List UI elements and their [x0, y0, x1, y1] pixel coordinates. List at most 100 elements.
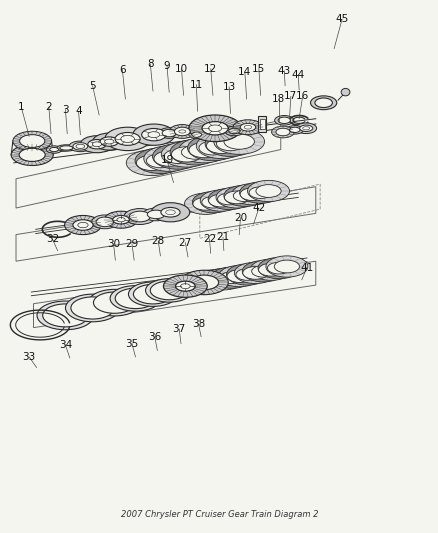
Text: 12: 12 [204, 64, 217, 74]
Ellipse shape [289, 127, 299, 133]
Ellipse shape [133, 285, 172, 304]
Ellipse shape [240, 188, 265, 200]
Ellipse shape [113, 215, 129, 224]
Ellipse shape [189, 275, 218, 290]
Text: 45: 45 [335, 14, 348, 25]
Ellipse shape [224, 191, 249, 204]
Ellipse shape [73, 143, 88, 150]
Ellipse shape [242, 266, 267, 279]
Ellipse shape [234, 262, 276, 284]
Ellipse shape [164, 149, 191, 164]
Ellipse shape [165, 210, 175, 215]
Ellipse shape [302, 127, 309, 130]
Ellipse shape [78, 222, 88, 228]
Text: 22: 22 [202, 234, 215, 244]
Ellipse shape [265, 256, 307, 277]
Ellipse shape [115, 288, 155, 309]
Text: 17: 17 [283, 91, 297, 101]
Ellipse shape [92, 142, 101, 147]
Ellipse shape [129, 211, 150, 222]
Ellipse shape [314, 98, 332, 108]
Ellipse shape [13, 131, 51, 151]
Ellipse shape [180, 284, 190, 289]
Ellipse shape [258, 263, 283, 276]
Ellipse shape [188, 131, 204, 139]
Text: 14: 14 [238, 68, 251, 77]
Ellipse shape [223, 134, 254, 149]
Ellipse shape [175, 281, 195, 291]
Ellipse shape [124, 208, 155, 224]
Ellipse shape [120, 135, 134, 142]
Ellipse shape [286, 126, 303, 134]
Ellipse shape [198, 141, 226, 155]
Ellipse shape [192, 197, 218, 210]
Ellipse shape [228, 128, 240, 134]
Ellipse shape [205, 131, 255, 157]
Text: 36: 36 [148, 332, 161, 342]
Ellipse shape [184, 193, 226, 214]
Text: 37: 37 [172, 324, 185, 334]
Ellipse shape [200, 190, 242, 211]
Ellipse shape [187, 135, 238, 161]
Ellipse shape [174, 127, 190, 136]
Ellipse shape [271, 126, 293, 138]
Ellipse shape [188, 115, 241, 142]
Ellipse shape [274, 116, 293, 125]
Text: 27: 27 [178, 238, 191, 247]
Ellipse shape [206, 138, 237, 154]
Ellipse shape [160, 207, 180, 217]
Text: 11: 11 [189, 80, 202, 90]
Ellipse shape [217, 193, 240, 205]
Ellipse shape [152, 144, 203, 169]
Ellipse shape [104, 139, 113, 144]
Ellipse shape [251, 265, 274, 277]
Text: 19: 19 [160, 155, 173, 165]
Text: 44: 44 [291, 70, 304, 80]
Ellipse shape [161, 142, 212, 167]
Text: 38: 38 [191, 319, 205, 329]
Ellipse shape [196, 133, 247, 159]
Ellipse shape [231, 183, 273, 205]
Text: 21: 21 [216, 232, 229, 243]
Ellipse shape [215, 187, 258, 208]
Ellipse shape [104, 211, 138, 228]
Ellipse shape [220, 272, 243, 284]
Text: 16: 16 [295, 91, 308, 101]
Ellipse shape [181, 145, 209, 159]
Ellipse shape [136, 155, 166, 171]
Ellipse shape [96, 217, 113, 227]
Text: 35: 35 [125, 338, 138, 349]
Ellipse shape [211, 273, 236, 286]
Text: 43: 43 [277, 66, 290, 76]
Ellipse shape [147, 210, 164, 219]
Ellipse shape [76, 144, 85, 149]
Ellipse shape [178, 130, 185, 133]
Text: 28: 28 [151, 236, 165, 246]
Ellipse shape [202, 269, 244, 290]
Ellipse shape [240, 123, 255, 131]
Ellipse shape [20, 135, 45, 148]
Ellipse shape [248, 187, 272, 198]
Ellipse shape [310, 96, 336, 110]
Ellipse shape [276, 128, 289, 136]
Ellipse shape [158, 128, 179, 139]
Ellipse shape [92, 133, 126, 150]
Ellipse shape [192, 191, 234, 213]
Ellipse shape [247, 180, 289, 201]
Ellipse shape [154, 151, 184, 166]
Ellipse shape [224, 126, 244, 136]
Text: 33: 33 [22, 352, 35, 362]
Ellipse shape [73, 220, 93, 230]
Ellipse shape [80, 136, 113, 153]
Ellipse shape [115, 133, 140, 146]
Ellipse shape [178, 138, 229, 163]
Ellipse shape [267, 262, 290, 274]
Ellipse shape [208, 194, 233, 207]
Ellipse shape [278, 117, 290, 124]
Ellipse shape [19, 148, 45, 161]
Text: 2: 2 [46, 102, 52, 112]
Ellipse shape [151, 203, 189, 222]
Ellipse shape [188, 142, 219, 158]
FancyBboxPatch shape [258, 116, 266, 132]
Ellipse shape [93, 292, 135, 313]
